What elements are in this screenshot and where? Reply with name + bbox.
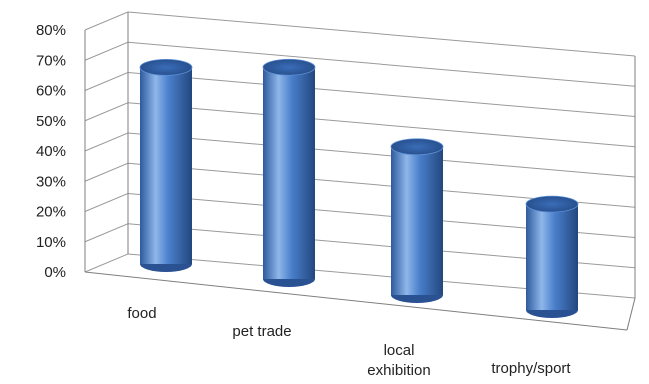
y-tick-label: 40%: [36, 143, 66, 160]
x-category-label: trophy/sport: [491, 360, 571, 377]
side-gridline: [84, 253, 129, 273]
y-tick-label: 80%: [36, 22, 66, 39]
side-gridline: [84, 162, 129, 182]
grid: [84, 11, 636, 331]
gridline: [127, 132, 636, 178]
x-category-label: pet trade: [232, 323, 291, 340]
gridline: [127, 41, 636, 87]
y-axis-ticks: 0% 10% 20% 30% 40% 50% 60% 70% 80%: [36, 22, 66, 281]
side-gridline: [84, 41, 129, 61]
bar: [262, 58, 316, 287]
floor-edge: [626, 297, 636, 331]
y-tick-label: 10%: [36, 234, 66, 251]
gridline: [127, 102, 636, 148]
gridline: [127, 11, 636, 57]
gridline: [127, 72, 636, 117]
y-tick-label: 0%: [44, 264, 66, 281]
x-axis-labels: food pet trade local exhibition trophy/sport: [127, 305, 571, 379]
y-tick-label: 30%: [36, 173, 66, 190]
side-gridline: [84, 132, 129, 152]
bar: [390, 138, 444, 303]
side-gridline: [84, 11, 129, 31]
y-tick-label: 50%: [36, 113, 66, 130]
side-gridline: [84, 102, 129, 122]
floor-edge: [84, 271, 628, 331]
bar: [139, 58, 193, 272]
x-category-label: food: [127, 305, 156, 322]
x-category-label: local exhibition: [367, 342, 430, 379]
bars: [139, 58, 579, 318]
y-tick-label: 20%: [36, 204, 66, 221]
side-gridline: [84, 223, 129, 243]
side-gridline: [84, 193, 129, 212]
y-tick-label: 60%: [36, 83, 66, 100]
y-tick-label: 70%: [36, 52, 66, 69]
side-gridline: [84, 72, 129, 91]
bar: [525, 195, 579, 318]
